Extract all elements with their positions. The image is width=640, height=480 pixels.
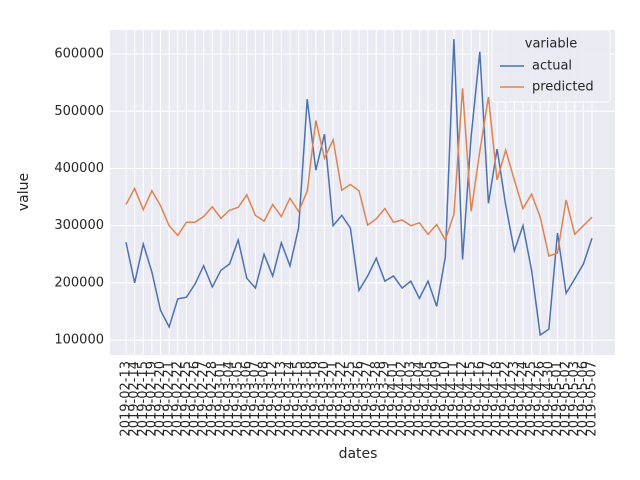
x-tick-label: 2019-04-18 bbox=[490, 361, 505, 437]
y-tick-label: 200000 bbox=[54, 275, 104, 290]
x-tick-label: 2019-03-21 bbox=[326, 361, 341, 437]
x-tick-label: 2019-03-13 bbox=[274, 361, 289, 437]
x-tick-label: 2019-03-12 bbox=[265, 361, 280, 437]
x-tick-label: 2019-04-02 bbox=[395, 361, 410, 437]
x-tick-label: 2019-04-15 bbox=[464, 361, 479, 437]
x-tick-label: 2019-04-11 bbox=[446, 361, 461, 437]
x-tick-label: 2019-04-01 bbox=[386, 361, 401, 437]
x-tick-label: 2019-03-07 bbox=[248, 361, 263, 437]
x-tick-label: 2019-02-25 bbox=[179, 361, 194, 437]
x-tick-label: 2019-03-19 bbox=[308, 361, 323, 437]
y-tick-label: 400000 bbox=[54, 161, 104, 176]
x-tick-label: 2019-05-06 bbox=[576, 361, 591, 437]
legend-title: variable bbox=[525, 37, 577, 52]
x-tick-label: 2019-03-18 bbox=[300, 361, 315, 437]
x-tick-label: 2019-02-20 bbox=[153, 361, 168, 437]
series-line bbox=[125, 39, 593, 337]
x-tick-label: 2019-03-14 bbox=[282, 361, 297, 437]
x-tick-label: 2019-02-14 bbox=[127, 361, 142, 437]
x-tick-label: 2019-04-23 bbox=[507, 361, 522, 437]
x-tick-label: 2019-04-10 bbox=[438, 361, 453, 437]
x-axis-label: dates bbox=[339, 446, 378, 462]
x-tick-label: 2019-04-26 bbox=[533, 361, 548, 437]
x-tick-label: 2019-04-24 bbox=[515, 361, 530, 437]
x-tick-label: 2019-03-04 bbox=[222, 361, 237, 437]
x-tick-label: 2019-03-06 bbox=[239, 361, 254, 437]
legend-box bbox=[491, 29, 611, 103]
x-tick-label: 2019-03-05 bbox=[231, 361, 246, 437]
y-tick-label: 500000 bbox=[54, 104, 104, 119]
x-tick-label: 2019-04-17 bbox=[481, 361, 496, 437]
x-tick-label: 2019-04-09 bbox=[429, 361, 444, 437]
x-tick-label: 2019-03-01 bbox=[213, 361, 228, 437]
x-tick-label: 2019-04-05 bbox=[421, 361, 436, 437]
x-tick-label: 2019-02-13 bbox=[119, 361, 134, 437]
x-tick-label: 2019-02-19 bbox=[144, 361, 159, 437]
x-tick-label: 2019-02-15 bbox=[136, 361, 151, 437]
x-tick-label: 2019-05-01 bbox=[550, 361, 565, 437]
y-tick-label: 100000 bbox=[54, 333, 104, 348]
x-tick-label: 2019-03-25 bbox=[343, 361, 358, 437]
x-tick-label: 2019-03-15 bbox=[291, 361, 306, 437]
x-tick-label: 2019-03-08 bbox=[257, 361, 272, 437]
x-tick-label: 2019-03-22 bbox=[334, 361, 349, 437]
x-tick-label: 2019-03-28 bbox=[369, 361, 384, 437]
x-tick-label: 2019-03-27 bbox=[360, 361, 375, 437]
x-tick-label: 2019-02-21 bbox=[162, 361, 177, 437]
x-tick-label: 2019-04-04 bbox=[412, 361, 427, 437]
x-tick-label: 2019-03-26 bbox=[352, 361, 367, 437]
x-tick-label: 2019-04-25 bbox=[524, 361, 539, 437]
x-tick-label: 2019-03-29 bbox=[377, 361, 392, 437]
legend-label: predicted bbox=[532, 80, 594, 95]
x-tick-label: 2019-03-20 bbox=[317, 361, 332, 437]
x-tick-label: 2019-04-16 bbox=[472, 361, 487, 437]
x-tick-label: 2019-02-22 bbox=[170, 361, 185, 437]
y-tick-label: 300000 bbox=[54, 218, 104, 233]
x-tick-label: 2019-02-28 bbox=[205, 361, 220, 437]
x-tick-label: 2019-05-03 bbox=[567, 361, 582, 437]
y-axis-label: value bbox=[16, 173, 32, 211]
x-tick-label: 2019-04-30 bbox=[541, 361, 556, 437]
x-tick-label: 2019-05-07 bbox=[585, 361, 600, 437]
x-tick-label: 2019-04-22 bbox=[498, 361, 513, 437]
x-tick-label: 2019-04-03 bbox=[403, 361, 418, 437]
x-tick-label: 2019-02-27 bbox=[196, 361, 211, 437]
x-tick-label: 2019-02-26 bbox=[188, 361, 203, 437]
legend-label: actual bbox=[532, 59, 572, 74]
y-tick-label: 600000 bbox=[54, 47, 104, 62]
x-tick-label: 2019-05-02 bbox=[559, 361, 574, 437]
series-line bbox=[125, 88, 593, 257]
x-tick-label: 2019-04-12 bbox=[455, 361, 470, 437]
